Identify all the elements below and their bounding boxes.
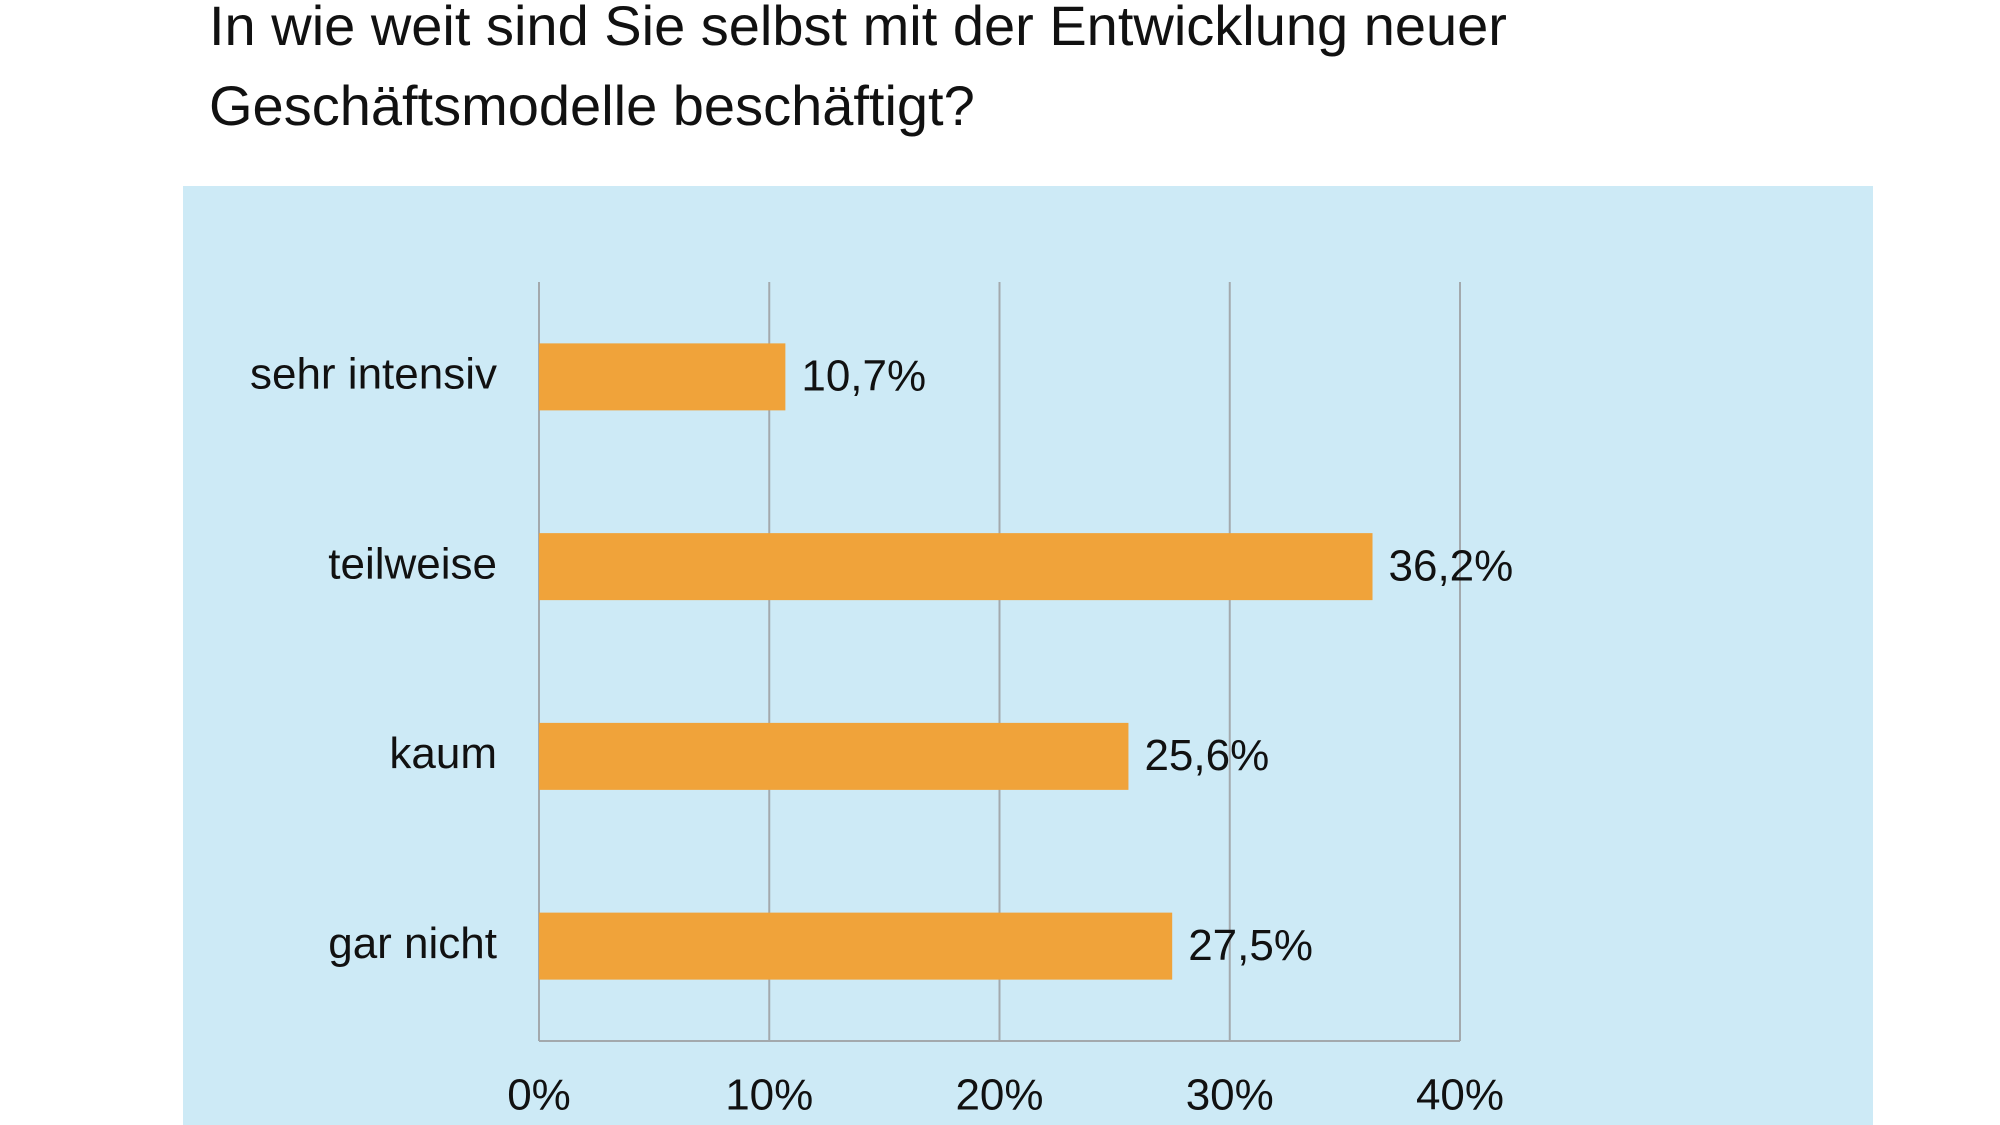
- bar: [539, 533, 1373, 601]
- y-tick-label: kaum: [389, 729, 497, 778]
- value-label: 36,2%: [1389, 541, 1514, 590]
- value-label: 27,5%: [1188, 921, 1313, 970]
- bar: [539, 912, 1173, 980]
- chart-title: In wie weit sind Sie selbst mit der Entw…: [209, 0, 1507, 137]
- bar: [539, 722, 1129, 790]
- plot-background: [183, 186, 1873, 1125]
- y-tick-label: sehr intensiv: [250, 350, 497, 399]
- value-label: 25,6%: [1144, 731, 1269, 780]
- x-tick-label: 40%: [1416, 1071, 1504, 1120]
- bar: [539, 343, 786, 411]
- x-tick-label: 30%: [1186, 1071, 1274, 1120]
- y-tick-label: gar nicht: [328, 919, 497, 968]
- value-label: 10,7%: [801, 352, 926, 401]
- x-tick-label: 10%: [725, 1071, 813, 1120]
- x-tick-label: 20%: [955, 1071, 1043, 1120]
- y-tick-label: teilweise: [328, 539, 497, 588]
- x-tick-label: 0%: [507, 1071, 571, 1120]
